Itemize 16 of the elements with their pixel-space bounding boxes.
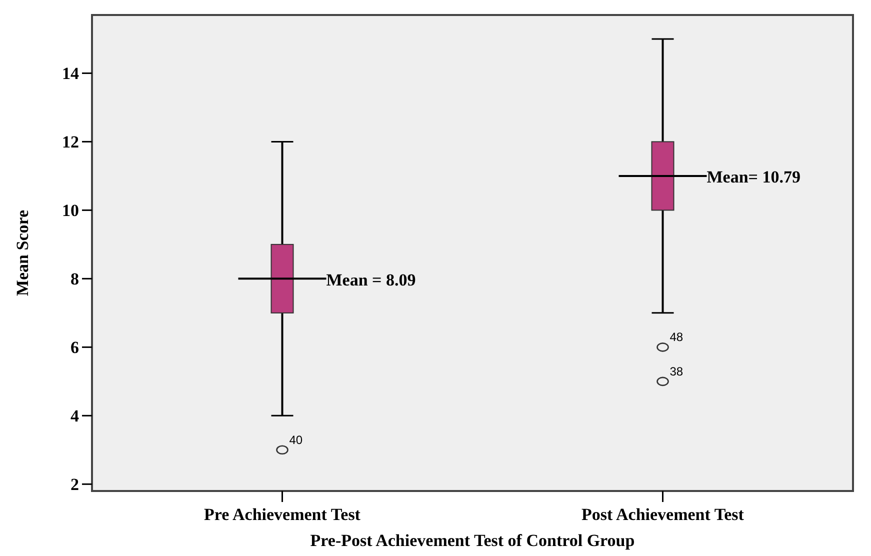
y-tick-label: 6 xyxy=(70,338,79,358)
annotation: Mean= 10.79 xyxy=(706,168,800,187)
y-tick-label: 4 xyxy=(70,406,80,426)
y-tick-label: 12 xyxy=(62,132,79,152)
y-tick-label: 2 xyxy=(70,475,79,494)
x-tick-label: Pre Achievement Test xyxy=(204,505,361,524)
x-axis-title: Pre-Post Achievement Test of Control Group xyxy=(310,531,635,550)
y-tick-label: 14 xyxy=(62,64,80,84)
annotation: 38 xyxy=(670,364,684,378)
annotation: Mean = 8.09 xyxy=(326,270,416,290)
y-tick-label: 8 xyxy=(70,270,79,289)
y-axis-title: Mean Score xyxy=(13,210,32,296)
x-tick-label: Post Achievement Test xyxy=(582,505,744,524)
y-tick-label: 10 xyxy=(62,201,79,220)
annotation: 40 xyxy=(289,432,303,447)
annotation: 48 xyxy=(670,330,684,344)
